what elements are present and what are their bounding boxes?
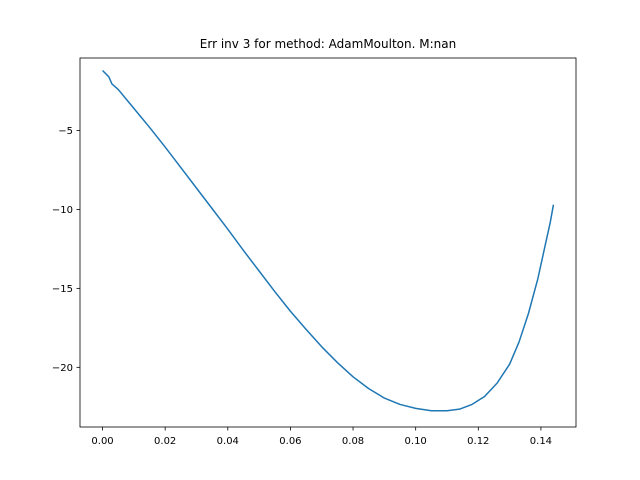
series-line-0 [102,69,555,412]
y-tick-label: −20 [52,363,73,374]
plot-area: 0.00 0.02 0.04 0.06 0.08 0.10 0.12 0.14 −5 −10 −15… [52,57,577,447]
y-tick-label: −10 [52,205,73,216]
y-tick-label: −15 [52,284,73,295]
x-tick-label: 0.14 [530,436,552,447]
x-tick-label: 0.12 [467,436,489,447]
x-tick-label: 0.08 [342,436,364,447]
x-tick-label: 0.02 [154,436,176,447]
chart-title: Err inv 3 for method: AdamMoulton. M:nan [200,37,456,51]
x-tick-label: 0.04 [217,436,239,447]
y-tick-label: −5 [58,126,73,137]
x-tick-label: 0.10 [405,436,427,447]
axes-frame [79,57,577,428]
x-tick-label: 0.00 [91,436,113,447]
x-tick-label: 0.06 [279,436,301,447]
